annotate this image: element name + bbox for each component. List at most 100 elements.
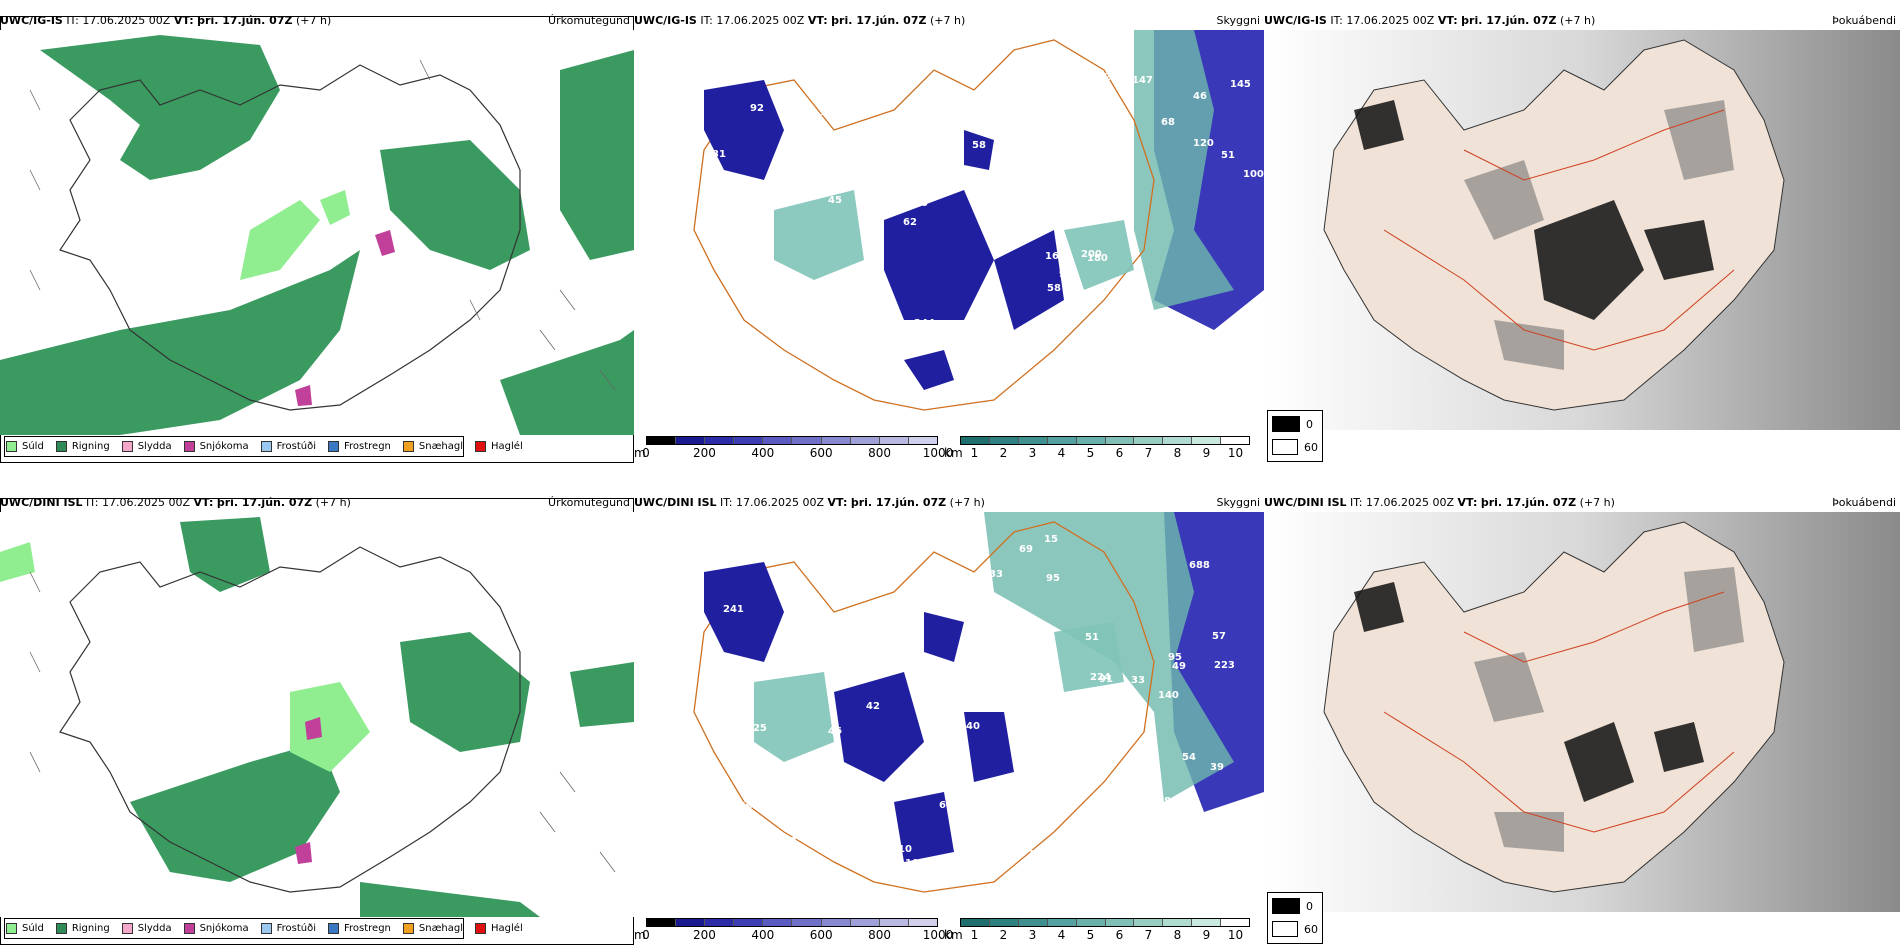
iceland-outline bbox=[693, 521, 1155, 893]
colorbar-segment bbox=[1192, 919, 1222, 926]
model-name: UWC/IG-IS bbox=[0, 14, 63, 27]
cloudbase-value-label: 54 bbox=[793, 162, 807, 173]
legend-swatch bbox=[121, 440, 133, 452]
cloudbase-value-label: 77 bbox=[1244, 802, 1258, 813]
colorbar-segment bbox=[676, 437, 706, 444]
legend-item: Haglél bbox=[475, 440, 523, 452]
cloudbase-value-label: 109 bbox=[745, 302, 766, 313]
wind-barbs bbox=[29, 59, 616, 391]
colorbar-segment bbox=[676, 919, 706, 926]
colorbar-segment bbox=[734, 437, 764, 444]
colorbar-tick-label: 1000 bbox=[922, 446, 954, 460]
legend-item: Snjókoma bbox=[183, 922, 249, 934]
legend-swatch bbox=[55, 922, 67, 934]
panel-header: UWC/IG-IS IT: 17.06.2025 00Z VT: þri. 17… bbox=[634, 12, 1264, 30]
cloudbase-value-label: 53 bbox=[918, 106, 932, 117]
legend-swatch bbox=[475, 922, 487, 934]
colorbar-tick-label: 9 bbox=[1202, 928, 1211, 942]
cloudbase-value-label: 47 bbox=[1184, 364, 1198, 375]
cloudbase-value-label: 124 bbox=[1078, 71, 1099, 82]
cloudbase-value-label: 91 bbox=[1099, 674, 1113, 685]
cloudbase-unit: m bbox=[634, 446, 646, 460]
colorbar-tick-label: 7 bbox=[1144, 446, 1153, 460]
valid-label: VT: bbox=[193, 496, 214, 509]
colorbar-segment bbox=[1221, 437, 1250, 444]
cloudbase-value-label: 57 bbox=[1212, 631, 1226, 642]
legend-item: Rigning bbox=[55, 922, 110, 934]
colorbar-tick-label: 600 bbox=[809, 446, 833, 460]
colorbar-tick-label: 2 bbox=[999, 928, 1008, 942]
visibility-panel-igis: UWC/IG-IS IT: 17.06.2025 00Z VT: þri. 17… bbox=[634, 12, 1264, 463]
valid-label: VT: bbox=[807, 14, 828, 27]
coastline bbox=[59, 64, 521, 411]
cloudbase-value-label: 282 bbox=[823, 293, 844, 304]
cloudbase-value-label: 33 bbox=[1131, 675, 1145, 686]
cloudbase-value-label: 109 bbox=[820, 107, 841, 118]
colorbar-segment bbox=[1105, 437, 1135, 444]
colorbar-tick-label: 200 bbox=[692, 446, 716, 460]
cloudbase-value-label: 92 bbox=[750, 103, 764, 114]
cloudbase-value-label: 244 bbox=[914, 318, 935, 329]
cloudbase-value-label: 58 bbox=[1047, 283, 1061, 294]
legend-swatch bbox=[402, 922, 414, 934]
cloudbase-value-label: 45 bbox=[828, 195, 842, 206]
init-label: IT: bbox=[720, 496, 733, 509]
colorbar-tick-label: 7 bbox=[1144, 928, 1153, 942]
colorbar-tick-label: 8 bbox=[1173, 928, 1182, 942]
legend-swatch bbox=[328, 922, 339, 934]
colorbar-segment bbox=[1047, 919, 1077, 926]
low-cloudbase-areas bbox=[704, 80, 1064, 390]
cloudbase-value-label: 57 bbox=[1040, 123, 1054, 134]
precip-type-panel-dini: UWC/DINI ISL IT: 17.06.2025 00Z VT: þri.… bbox=[0, 494, 634, 945]
colorbar-tick-label: 1 bbox=[970, 446, 979, 460]
cloudbase-value-label: 14 bbox=[1028, 849, 1042, 860]
cloudbase-value-label: 61 bbox=[985, 629, 999, 640]
visibility-unit: km bbox=[944, 446, 963, 460]
cloudbase-value-label: 50 bbox=[1205, 812, 1219, 823]
visibility-unit: km bbox=[944, 928, 963, 942]
cloudbase-value-label: 100 bbox=[1243, 169, 1264, 180]
cloudbase-value-label: 38 bbox=[1014, 55, 1028, 66]
legend-item: Súld bbox=[6, 440, 44, 452]
snow-area bbox=[295, 717, 322, 864]
rain-area bbox=[130, 517, 634, 917]
init-label: IT: bbox=[66, 14, 79, 27]
wind-barbs bbox=[29, 571, 616, 873]
colorbar-tick-label: 800 bbox=[868, 446, 892, 460]
cloudbase-value-label: 688 bbox=[1189, 560, 1210, 571]
colorbar-tick-label: 4 bbox=[1057, 446, 1066, 460]
legend-item: Frostúði bbox=[260, 440, 316, 452]
fog-swatch-low bbox=[1272, 416, 1300, 432]
cloudbase-value-label: 43 bbox=[1106, 810, 1120, 821]
cloudbase-value-label: 241 bbox=[723, 604, 744, 615]
model-name: UWC/IG-IS bbox=[634, 14, 697, 27]
cloudbase-value-label: 49 bbox=[1172, 661, 1186, 672]
colorbar-tick-label: 0 bbox=[642, 928, 650, 942]
valid-label: VT: bbox=[827, 496, 848, 509]
cloudbase-value-label: 137 bbox=[1106, 745, 1127, 756]
cloudbase-value-label: 125 bbox=[994, 189, 1015, 200]
iceland-land bbox=[1323, 521, 1785, 893]
cloudbase-value-label: 29 bbox=[944, 43, 958, 54]
colorbar-tick-label: 3 bbox=[1028, 928, 1037, 942]
cloudbase-value-label: 100 bbox=[858, 809, 879, 820]
legend-swatch bbox=[260, 440, 272, 452]
visibility-colorbar: km 1 2 3 4 5 6 7 8 9 10 bbox=[944, 436, 1254, 462]
cloudbase-value-label: 216 bbox=[967, 315, 988, 326]
model-name: UWC/DINI ISL bbox=[1264, 496, 1347, 509]
cloudbase-value-label: 53 bbox=[806, 334, 820, 345]
cloudbase-value-label: 95 bbox=[1168, 652, 1182, 663]
legend-item: Súld bbox=[6, 922, 44, 934]
valid-time: þri. 17.jún. 07Z bbox=[197, 14, 293, 27]
lead-time: (+7 h) bbox=[929, 14, 966, 27]
cloudbase-value-label: 117 bbox=[1003, 165, 1024, 176]
cloudbase-labels: 4749466257675358875257536511718092219100… bbox=[712, 43, 1264, 399]
lead-time: (+7 h) bbox=[1559, 14, 1596, 27]
cloudbase-value-label: 93 bbox=[1059, 269, 1073, 280]
colorbar-tick-label: 5 bbox=[1086, 446, 1095, 460]
legend-swatch bbox=[402, 440, 414, 452]
cloudbase-labels: 58 57 50 61 57 116 95 100 688 22 223 241 140 107 149 21… bbox=[723, 534, 1258, 874]
colorbar-segment bbox=[1192, 437, 1222, 444]
snow-area bbox=[295, 230, 395, 406]
init-time: 17.06.2025 00Z bbox=[736, 496, 825, 509]
